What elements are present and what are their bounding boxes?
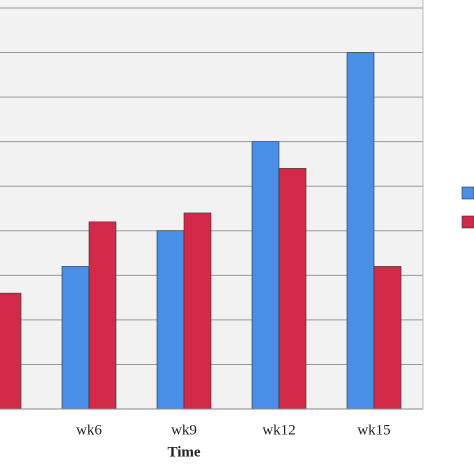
- bar: [0, 292, 22, 410]
- x-tick-label: wk6: [76, 422, 102, 438]
- x-tick-label: wk9: [171, 422, 197, 438]
- x-tick-label: wk15: [357, 422, 390, 438]
- legend-swatch: [461, 186, 474, 200]
- x-axis-title: Time: [167, 444, 200, 460]
- bar: [61, 266, 90, 410]
- bar: [373, 266, 402, 410]
- legend-swatch: [461, 215, 474, 229]
- bar: [183, 212, 212, 410]
- bar: [346, 52, 375, 410]
- bar: [156, 230, 185, 410]
- x-tick-label: wk12: [262, 422, 295, 438]
- bar: [251, 141, 280, 410]
- bar: [278, 168, 307, 410]
- bar: [88, 221, 117, 410]
